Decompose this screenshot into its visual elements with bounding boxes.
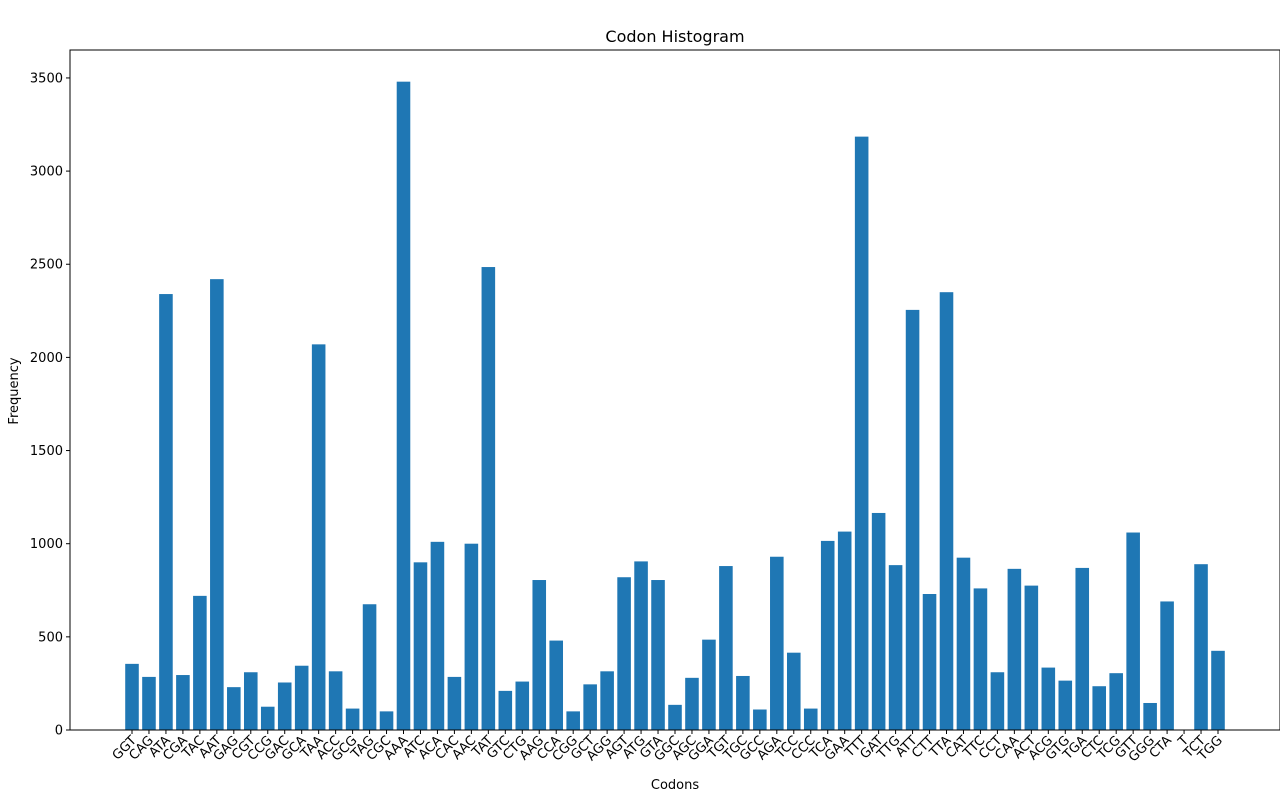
bar-cat [956, 557, 971, 730]
bar-cgt [243, 672, 258, 730]
bar-ggc [668, 704, 682, 730]
bar-ctg [515, 681, 530, 730]
y-tick-label: 1500 [30, 444, 63, 459]
bar-cta [1160, 601, 1174, 730]
bar-taa [311, 344, 326, 730]
bar-aag [532, 580, 547, 730]
x-axis-label: Codons [651, 778, 699, 793]
bar-cct [990, 672, 1005, 730]
bar-cac [447, 676, 462, 730]
bar-gtt [1126, 532, 1140, 730]
bar-ttc [973, 588, 988, 730]
bar-tca [820, 540, 835, 730]
bar-ctc [1092, 686, 1107, 730]
bar-tcg [1109, 673, 1123, 730]
bar-ggt [125, 663, 139, 730]
bar-cag [142, 676, 156, 730]
y-tick-label: 500 [38, 630, 63, 645]
bar-tga [1075, 567, 1090, 730]
y-tick-label: 2500 [30, 258, 63, 273]
y-tick-label: 0 [55, 724, 63, 739]
bar-aaa [396, 81, 411, 730]
bar-ccg [260, 706, 275, 730]
y-axis-label: Frequency [7, 357, 22, 424]
bar-gcc [753, 709, 767, 730]
bar-act [1024, 585, 1039, 730]
plot-frame [69, 49, 1280, 731]
bar-cca [549, 640, 564, 730]
y-axis: 0 500 1000 1500 2000 2500 3000 3500 [30, 71, 70, 739]
bar-ggg [1143, 702, 1157, 730]
bar-tat [481, 267, 496, 730]
bar-gcg [345, 708, 360, 730]
bar-acg [1041, 667, 1056, 730]
bar-ctt [922, 594, 937, 730]
bars-group [125, 81, 1225, 731]
bar-ttt [854, 136, 869, 731]
bar-agg [600, 671, 614, 730]
bar-acc [328, 671, 343, 730]
bar-gaa [837, 531, 852, 730]
y-tick-label: 1000 [30, 537, 63, 552]
bar-ccc [803, 708, 818, 730]
bar-tgt [719, 566, 733, 730]
bar-tcc [786, 652, 801, 730]
y-tick-label: 2000 [30, 351, 63, 366]
bar-ttg [888, 565, 903, 730]
bar-tgg [1211, 650, 1225, 730]
bar-tgc [736, 675, 750, 730]
bar-atc [413, 562, 428, 730]
bar-cga [176, 675, 190, 730]
bar-tac [193, 595, 207, 730]
bar-cgc [379, 711, 394, 730]
bar-gct [583, 684, 597, 730]
bar-ata [159, 294, 173, 730]
chart-title: Codon Histogram [605, 27, 744, 46]
bar-gag [227, 687, 241, 730]
bar-gac [277, 682, 292, 730]
bar-tct [1194, 564, 1208, 730]
bar-aac [464, 543, 479, 730]
bar-aat [210, 279, 224, 730]
y-tick-label: 3000 [30, 165, 63, 180]
y-tick-label: 3500 [30, 71, 63, 86]
bar-gca [294, 665, 309, 730]
bar-aca [430, 541, 445, 730]
x-axis: GGTCAGATACGATACAATGAGCGTCCGGACGCATAAACCG… [110, 730, 1226, 765]
bar-gta [651, 580, 665, 730]
bar-aga [770, 556, 784, 730]
bar-gat [871, 512, 886, 730]
bar-cgg [566, 711, 580, 730]
bar-agc [685, 677, 699, 730]
bar-gtc [498, 690, 513, 730]
bar-agt [617, 577, 631, 730]
bar-gtg [1058, 680, 1073, 730]
bar-att [905, 309, 920, 730]
bar-tta [939, 292, 954, 730]
bar-tag [362, 604, 377, 730]
bar-gga [702, 639, 716, 730]
bar-caa [1007, 568, 1022, 730]
bar-atg [634, 561, 648, 730]
